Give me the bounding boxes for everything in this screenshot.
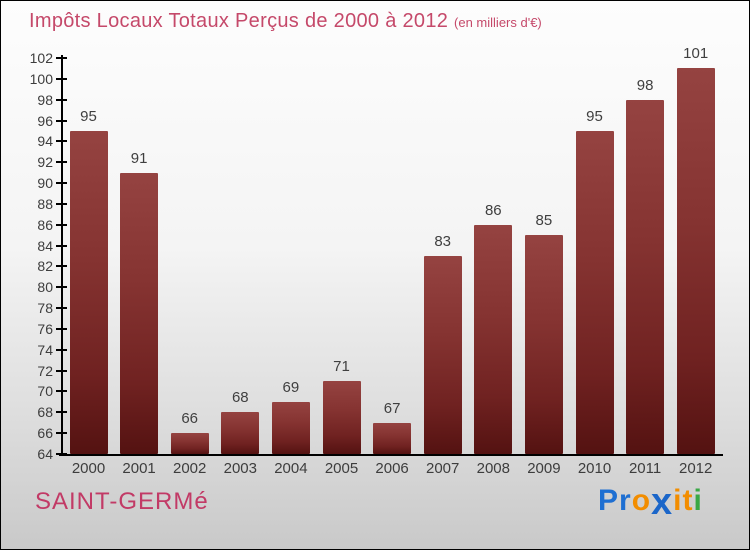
x-tick-label: 2009 xyxy=(527,460,561,477)
bar-value-label: 91 xyxy=(130,149,148,167)
y-tick-label: 80 xyxy=(37,279,53,296)
bar-value-label: 95 xyxy=(586,107,603,125)
x-tick-label: 2005 xyxy=(324,460,359,477)
logo-letter: r xyxy=(619,484,632,517)
logo-letter: x xyxy=(651,481,674,523)
x-tick-label: 2000 xyxy=(71,460,106,477)
y-tick-mark xyxy=(56,286,67,289)
y-tick-label: 102 xyxy=(29,50,53,66)
x-tick-label: 2011 xyxy=(628,460,662,477)
y-tick-mark xyxy=(56,98,67,101)
bar-value-label: 71 xyxy=(333,358,350,376)
bar-value-label: 83 xyxy=(434,233,452,250)
x-tick-label: 2004 xyxy=(274,460,308,477)
y-tick-mark xyxy=(56,202,67,205)
bar xyxy=(474,224,513,454)
bar xyxy=(626,99,665,454)
bar xyxy=(423,256,462,454)
y-tick-mark xyxy=(56,77,67,80)
x-tick-label: 2003 xyxy=(223,460,257,477)
y-tick-mark xyxy=(56,432,67,435)
bar-value-label: 85 xyxy=(535,212,553,230)
bar-value-label: 98 xyxy=(636,76,654,94)
x-tick-label: 2002 xyxy=(173,460,207,477)
bar-value-label: 68 xyxy=(231,389,249,407)
chart-title: Impôts Locaux Totaux Perçus de 2000 à 20… xyxy=(29,10,449,32)
bar xyxy=(524,235,563,454)
y-tick-mark xyxy=(56,265,67,268)
x-tick-label: 2007 xyxy=(426,460,460,477)
y-tick-mark xyxy=(56,369,67,372)
logo-letter: o xyxy=(631,484,652,517)
y-tick-label: 98 xyxy=(37,91,53,108)
x-axis-line xyxy=(59,454,723,456)
bar xyxy=(69,130,108,454)
y-tick-label: 72 xyxy=(37,362,53,379)
bar-value-label: 86 xyxy=(484,201,502,219)
y-tick-label: 74 xyxy=(37,341,53,358)
bar-value-label: 95 xyxy=(80,107,97,125)
bar xyxy=(575,130,614,454)
y-tick-label: 78 xyxy=(37,300,53,317)
logo-letter: t xyxy=(682,484,694,517)
logo-letter: P xyxy=(598,484,620,517)
y-tick-mark xyxy=(56,390,67,393)
y-tick-label: 84 xyxy=(37,237,53,254)
page-title: Impôts Locaux Totaux Perçus de 2000 à 20… xyxy=(29,10,542,33)
y-tick-mark xyxy=(56,348,67,351)
y-tick-mark xyxy=(56,411,67,414)
bar xyxy=(221,412,260,454)
y-tick-label: 66 xyxy=(37,425,53,442)
y-tick-label: 90 xyxy=(37,175,53,192)
y-tick-label: 88 xyxy=(37,195,53,212)
y-tick-label: 96 xyxy=(37,112,53,129)
x-tick-label: 2010 xyxy=(577,460,612,477)
y-tick-mark xyxy=(56,161,67,164)
logo-letter: i xyxy=(673,484,683,517)
x-tick-label: 2008 xyxy=(476,460,510,477)
y-tick-label: 70 xyxy=(37,383,53,400)
bar-value-label: 66 xyxy=(181,410,199,428)
y-tick-label: 86 xyxy=(37,216,53,233)
bar xyxy=(170,433,209,454)
y-tick-label: 82 xyxy=(37,258,53,275)
bar-value-label: 67 xyxy=(383,399,401,417)
y-tick-mark xyxy=(56,223,67,226)
y-tick-label: 92 xyxy=(37,154,53,171)
y-tick-label: 68 xyxy=(37,404,53,421)
y-axis-line xyxy=(61,55,63,456)
y-tick-mark xyxy=(56,140,67,143)
bar-value-label: 69 xyxy=(282,378,300,396)
y-tick-mark xyxy=(56,182,67,185)
y-tick-label: 76 xyxy=(37,320,53,337)
x-tick-label: 2012 xyxy=(679,460,713,477)
y-tick-label: 64 xyxy=(37,446,53,462)
y-tick-mark xyxy=(56,453,67,455)
bar xyxy=(120,172,159,454)
commune-name: SAINT-GERMé xyxy=(35,488,209,515)
y-tick-mark xyxy=(56,244,67,247)
x-tick-label: 2001 xyxy=(122,460,156,477)
chart-subtitle: (en milliers d'€) xyxy=(454,15,542,30)
bar xyxy=(271,401,310,454)
y-tick-mark xyxy=(56,57,67,59)
y-tick-mark xyxy=(56,119,67,122)
x-tick-label: 2006 xyxy=(375,460,409,477)
y-tick-mark xyxy=(56,307,67,310)
logo-letter: i xyxy=(693,484,703,517)
bar xyxy=(322,381,361,454)
y-tick-label: 100 xyxy=(29,70,53,87)
bar xyxy=(373,422,412,454)
bar xyxy=(676,68,715,454)
y-tick-mark xyxy=(56,327,67,330)
y-tick-label: 94 xyxy=(37,133,53,150)
bar-value-label: 101 xyxy=(683,45,709,63)
